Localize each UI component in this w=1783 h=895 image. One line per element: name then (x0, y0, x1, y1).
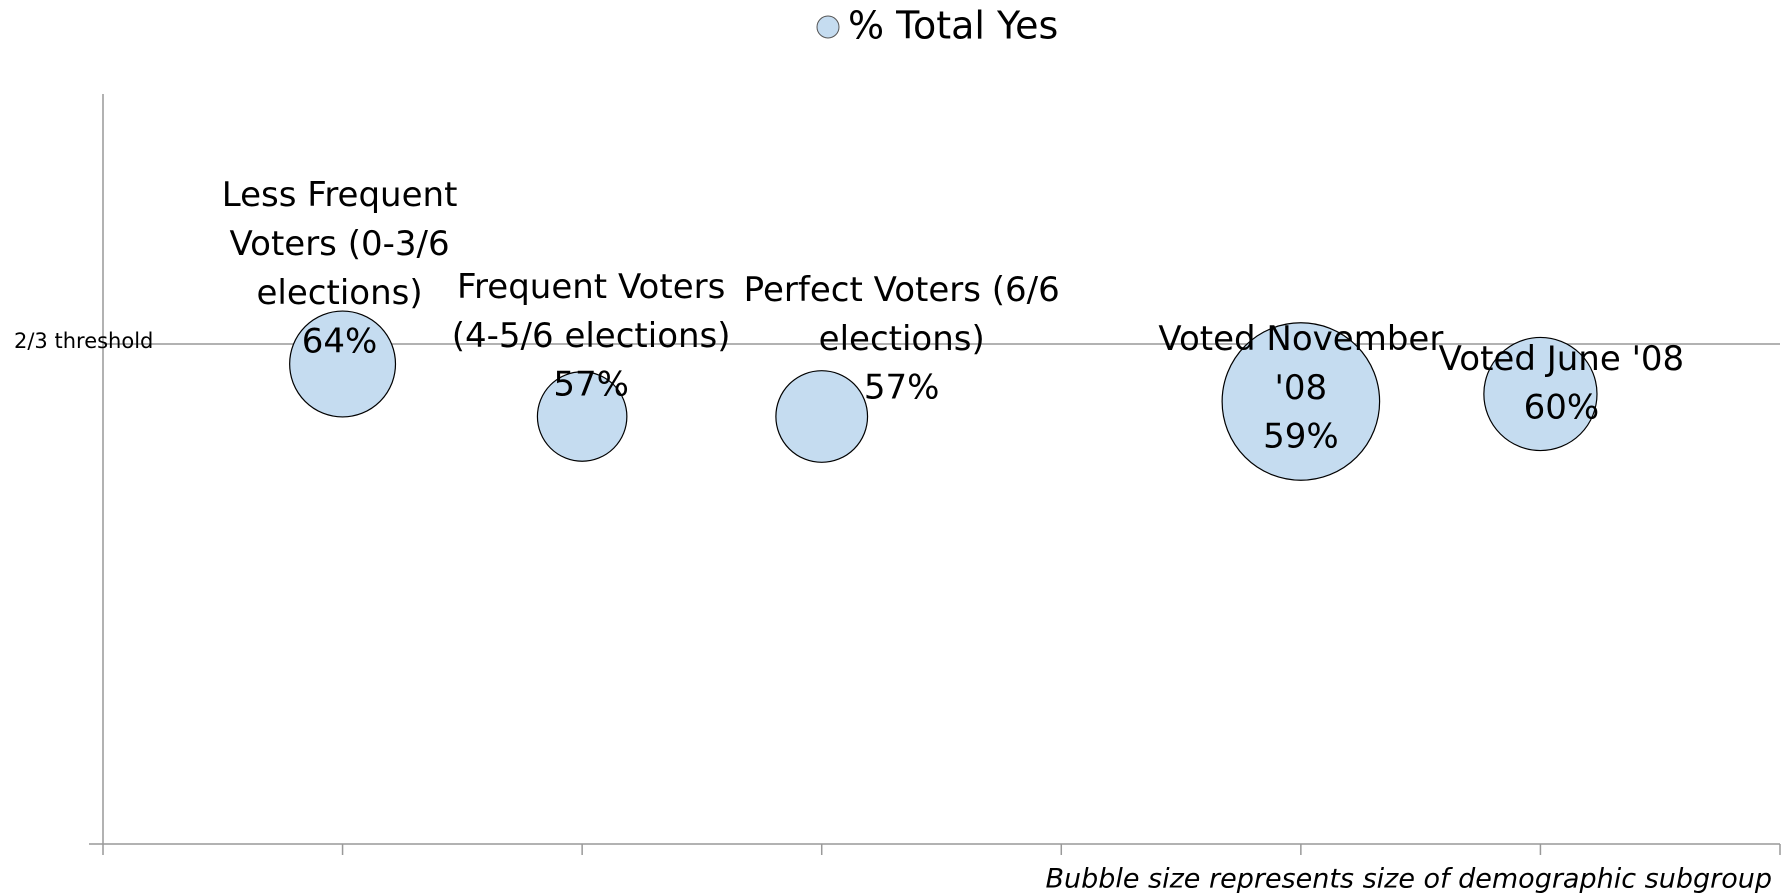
bubble-label-line: '08 (1275, 368, 1328, 408)
threshold-label: 2/3 threshold (14, 329, 153, 353)
value-label: 59% (1263, 417, 1339, 457)
value-label: 57% (864, 368, 940, 408)
bubble (1221, 322, 1381, 481)
footnote: Bubble size represents size of demograph… (1045, 864, 1772, 895)
legend-label: % Total Yes (848, 4, 1058, 48)
bubble-label: Voted June '08 (1439, 339, 1685, 379)
legend-marker (816, 15, 840, 39)
bubble (536, 371, 628, 462)
bubble (289, 310, 397, 418)
bubble-label-line: Less Frequent (222, 175, 458, 215)
bubble-label: Less Frequent Voters (0-3/6 elections) (222, 175, 458, 313)
bubble (1483, 336, 1598, 452)
bubble-label-line: elections) (819, 319, 985, 359)
bubble-label-line: (4-5/6 elections) (452, 316, 731, 356)
value-label: 60% (1524, 388, 1600, 428)
bubble-label-line: Voted June '08 (1439, 339, 1685, 379)
bubble-label-line: Voted November (1158, 319, 1443, 359)
bubble-label: Voted November '08 (1158, 319, 1443, 408)
bubble-label: Perfect Voters (6/6 elections) (744, 270, 1060, 359)
bubble-label-line: Perfect Voters (6/6 (744, 270, 1060, 310)
bubble-label-line: elections) (257, 273, 423, 313)
bubble-label-line: Frequent Voters (457, 267, 725, 307)
bubble-label-line: Voters (0-3/6 (230, 224, 450, 264)
value-label: 57% (553, 365, 629, 405)
value-label: 64% (302, 322, 378, 362)
bubble (775, 370, 869, 463)
bubble-label: Frequent Voters (4-5/6 elections) (452, 267, 731, 356)
